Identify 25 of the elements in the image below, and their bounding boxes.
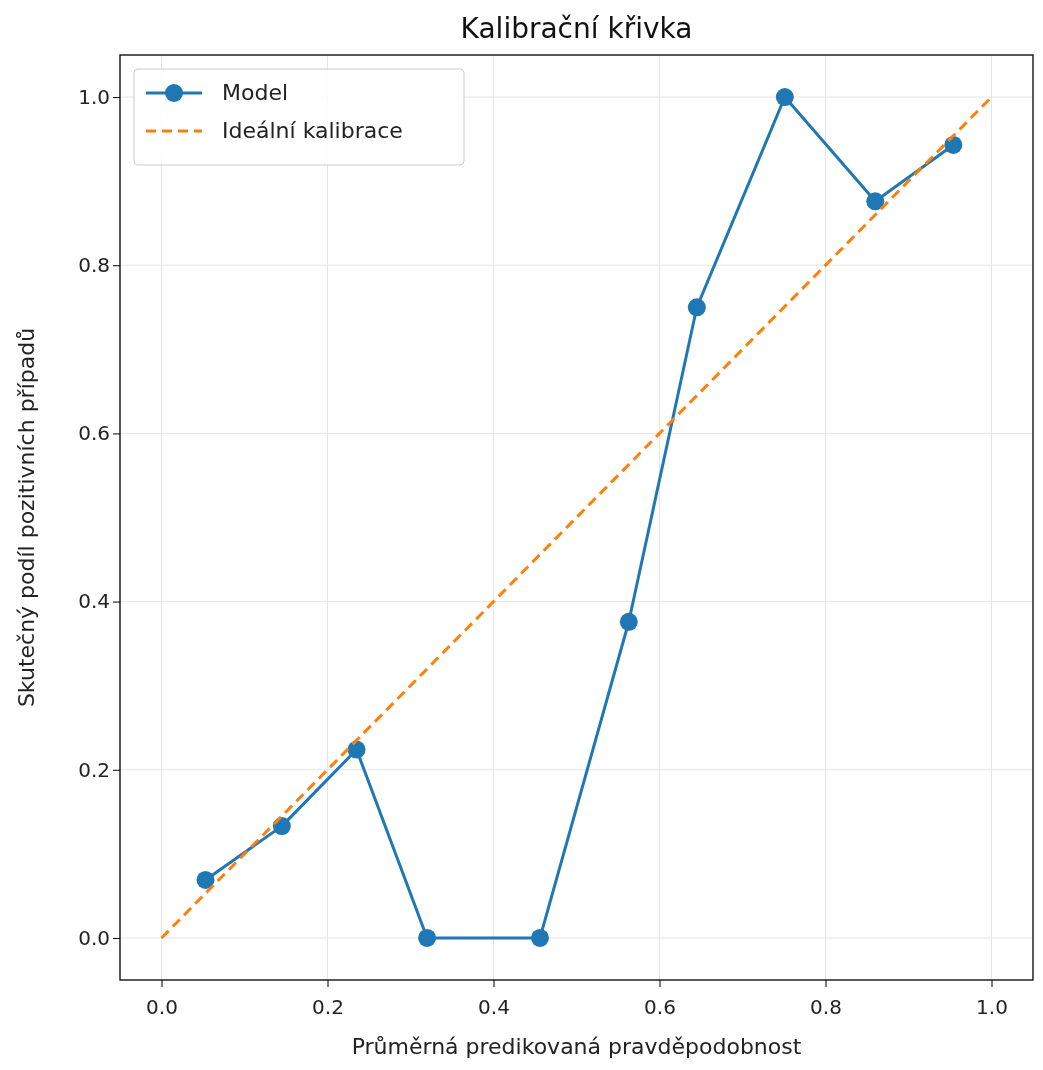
y-axis-title: Skutečný podíl pozitivních případů — [14, 327, 39, 708]
point — [347, 740, 366, 759]
x-tick-label: 1.0 — [976, 995, 1008, 1019]
x-tick-label: 0.0 — [146, 995, 178, 1019]
point — [418, 928, 437, 947]
legend-label: Ideální kalibrace — [222, 118, 403, 143]
legend-label: Model — [222, 80, 289, 105]
x-axis-title: Průměrná predikovaná pravděpodobnost — [351, 1034, 802, 1059]
point — [196, 870, 215, 889]
point — [775, 88, 794, 107]
y-tick-label: 0.0 — [78, 925, 110, 950]
chart-title: Kalibrační křivka — [460, 12, 693, 45]
point — [687, 298, 706, 317]
point — [866, 192, 885, 211]
y-tick-label: 0.8 — [78, 253, 110, 278]
x-tick-label: 0.4 — [478, 995, 510, 1019]
point — [619, 612, 638, 631]
point — [530, 928, 549, 947]
y-tick-label: 0.2 — [78, 757, 110, 782]
x-tick-label: 0.8 — [810, 995, 842, 1019]
y-tick-label: 1.0 — [78, 84, 110, 109]
y-tick-label: 0.4 — [78, 589, 110, 614]
x-tick-label: 0.6 — [644, 995, 676, 1019]
y-tick-label: 0.6 — [78, 421, 110, 446]
x-tick-label: 0.2 — [312, 995, 344, 1019]
